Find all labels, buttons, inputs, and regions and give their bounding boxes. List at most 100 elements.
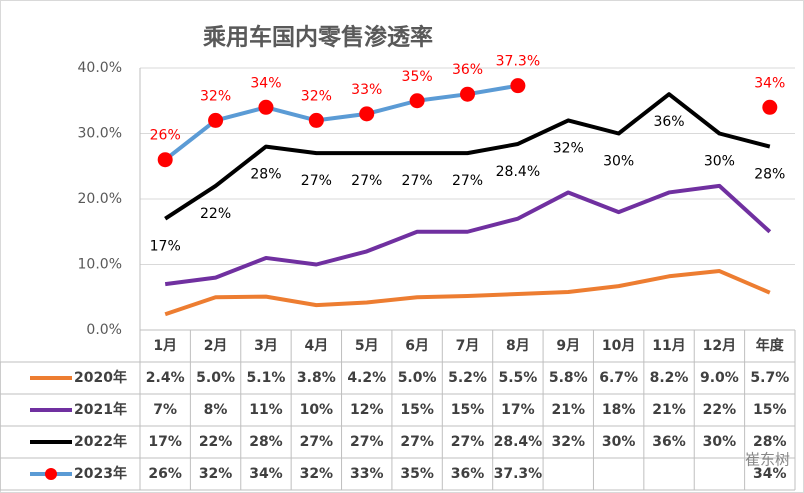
table-cell: 34% <box>249 466 283 482</box>
data-label: 33% <box>351 82 382 98</box>
table-cell: 11% <box>249 402 283 418</box>
series-line <box>164 92 771 221</box>
table-cell: 27% <box>300 434 334 450</box>
x-tick-label: 9月 <box>556 338 580 354</box>
data-point <box>208 112 224 128</box>
table-cell: 17% <box>501 402 535 418</box>
table-cell: 5.7% <box>750 370 789 386</box>
legend-label: 2020年 <box>74 369 127 386</box>
data-point <box>460 86 475 102</box>
x-tick-label: 7月 <box>456 338 480 354</box>
table-cell: 34% <box>753 466 787 482</box>
data-label: 37.3% <box>496 54 540 70</box>
table-cell: 30% <box>602 434 636 450</box>
x-tick-label: 10月 <box>602 338 635 354</box>
y-tick-label: 10.0% <box>78 257 122 273</box>
data-label: 34% <box>754 75 785 91</box>
x-tick-label: 8月 <box>506 338 530 354</box>
table-cell: 26% <box>148 466 182 482</box>
legend-label: 2023年 <box>74 465 127 482</box>
data-label: 36% <box>653 114 684 130</box>
table-cell: 27% <box>451 434 485 450</box>
table-cell: 32% <box>552 434 586 450</box>
y-tick-label: 20.0% <box>78 191 122 207</box>
series-line <box>163 83 519 162</box>
x-tick-label: 12月 <box>703 338 736 354</box>
data-point <box>510 78 526 94</box>
data-label: 36% <box>452 62 483 78</box>
data-point <box>157 152 173 168</box>
data-label: 26% <box>150 128 181 144</box>
table-cell: 36% <box>451 466 485 482</box>
table-cell: 2.4% <box>146 370 185 386</box>
chart-title: 乘用车国内零售渗透率 <box>202 24 433 51</box>
table-cell: 5.5% <box>498 370 537 386</box>
x-tick-label: 4月 <box>304 338 328 354</box>
x-tick-label: 年度 <box>756 337 785 354</box>
table-cell: 28% <box>249 434 283 450</box>
table-cell: 28.4% <box>494 434 543 450</box>
data-label: 35% <box>402 69 433 85</box>
table-cell: 22% <box>703 402 737 418</box>
data-label: 28.4% <box>496 164 540 180</box>
table-cell: 15% <box>400 402 434 418</box>
data-label: 32% <box>553 140 584 156</box>
y-tick-label: 30.0% <box>78 126 122 142</box>
table-cell: 30% <box>703 434 737 450</box>
data-label: 27% <box>301 173 332 189</box>
table-cell: 18% <box>602 402 636 418</box>
data-label: 27% <box>402 173 433 189</box>
table-cell: 22% <box>199 434 233 450</box>
data-label: 30% <box>603 154 634 170</box>
table-cell: 21% <box>552 402 586 418</box>
legend-label: 2022年 <box>74 433 127 450</box>
x-tick-label: 1月 <box>153 338 177 354</box>
table-cell: 6.7% <box>599 370 638 386</box>
table-cell: 5.0% <box>398 370 437 386</box>
y-tick-label: 0.0% <box>86 322 122 338</box>
table-cell: 7% <box>153 402 177 418</box>
table-cell: 5.2% <box>448 370 487 386</box>
data-label: 30% <box>704 154 735 170</box>
table-cell: 27% <box>350 434 384 450</box>
x-tick-label: 11月 <box>652 338 685 354</box>
x-tick-label: 2月 <box>204 338 228 354</box>
table-cell: 28% <box>753 434 787 450</box>
table-cell: 35% <box>400 466 434 482</box>
table-cell: 17% <box>148 434 182 450</box>
table-cell: 8.2% <box>650 370 689 386</box>
data-point <box>308 112 324 128</box>
table-cell: 15% <box>451 402 485 418</box>
y-tick-label: 40.0% <box>78 60 122 76</box>
series-line <box>164 269 771 317</box>
table-cell: 33% <box>350 466 384 482</box>
series-line <box>164 183 772 287</box>
table-cell: 8% <box>204 402 228 418</box>
data-label: 17% <box>150 239 181 255</box>
data-point <box>762 99 778 115</box>
table-cell: 5.8% <box>549 370 588 386</box>
x-tick-label: 5月 <box>355 338 379 354</box>
table-cell: 9.0% <box>700 370 739 386</box>
data-label: 32% <box>301 88 332 104</box>
table-cell: 10% <box>300 402 334 418</box>
data-point <box>409 93 425 109</box>
data-label: 27% <box>452 173 483 189</box>
legend-marker <box>45 468 57 480</box>
table-cell: 5.1% <box>247 370 286 386</box>
table-cell: 15% <box>753 402 787 418</box>
data-label: 22% <box>200 206 231 222</box>
data-label: 28% <box>754 167 785 183</box>
data-point <box>258 99 274 115</box>
table-cell: 4.2% <box>347 370 386 386</box>
data-label: 28% <box>250 167 281 183</box>
x-tick-label: 6月 <box>405 338 429 354</box>
data-label: 27% <box>351 173 382 189</box>
table-cell: 12% <box>350 402 384 418</box>
table-cell: 36% <box>652 434 686 450</box>
x-tick-label: 3月 <box>254 338 278 354</box>
table-cell: 5.0% <box>196 370 235 386</box>
table-cell: 27% <box>400 434 434 450</box>
